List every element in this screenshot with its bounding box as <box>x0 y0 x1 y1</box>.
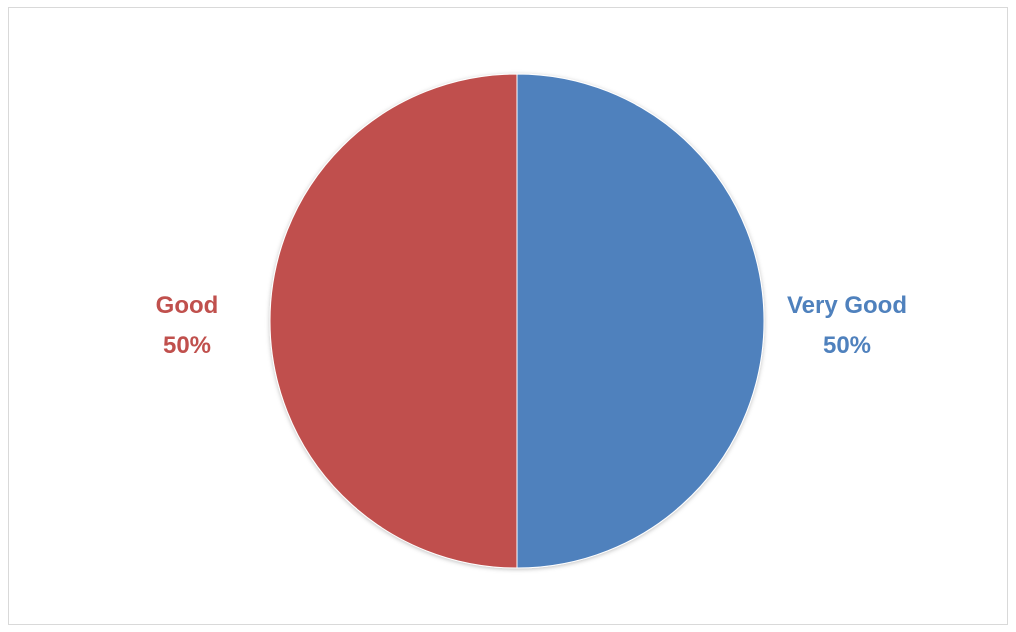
data-label-value: 50% <box>163 332 211 359</box>
pie-slices <box>270 74 764 568</box>
data-label-good: Good 50% <box>156 292 219 359</box>
data-label-value: 50% <box>823 332 871 359</box>
data-label-category: Good <box>156 292 219 319</box>
pie-slice-very-good <box>517 74 764 568</box>
data-label-category: Very Good <box>787 292 907 319</box>
pie-slice-good <box>270 74 517 568</box>
data-label-very-good: Very Good 50% <box>787 292 907 359</box>
